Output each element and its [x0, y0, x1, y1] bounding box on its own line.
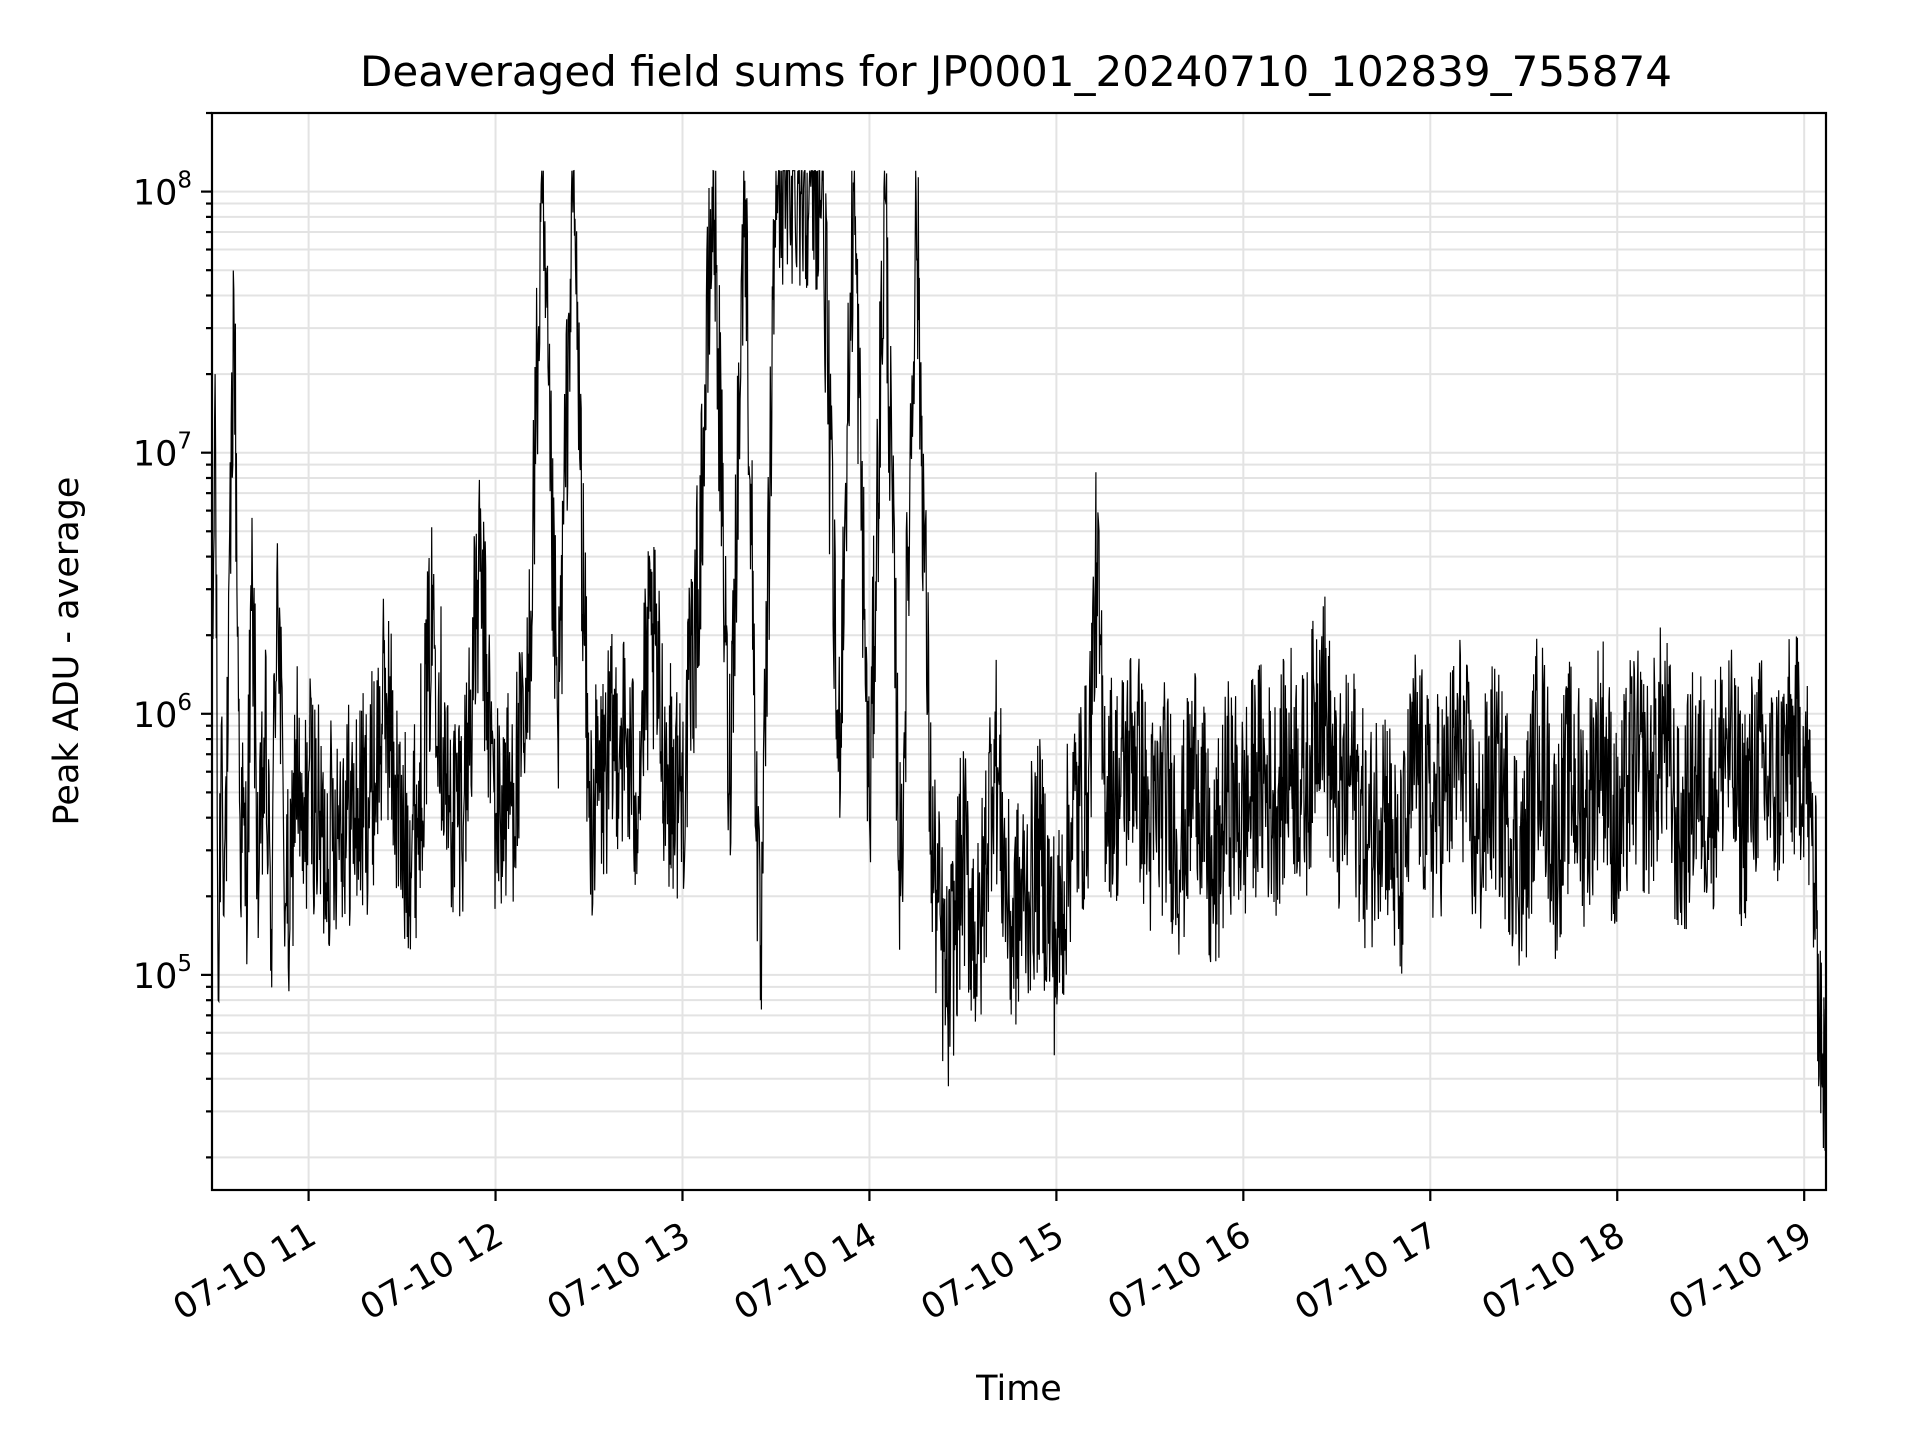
y-tick-label: 108: [133, 168, 192, 214]
y-tick-label: 107: [133, 429, 192, 475]
grid: [212, 112, 1826, 1190]
y-axis-ticks: 105 106 107 108: [133, 111, 212, 1159]
y-tick-label: 105: [133, 951, 192, 997]
y-axis-label: Peak ADU - average: [47, 477, 87, 826]
series-line: [212, 169, 1826, 1151]
plot-frame: [210, 111, 1828, 1192]
y-tick-label: 106: [133, 690, 192, 736]
chart-title: Deaveraged field sums for JP0001_2024071…: [360, 47, 1672, 96]
x-axis-label: Time: [975, 1369, 1062, 1409]
